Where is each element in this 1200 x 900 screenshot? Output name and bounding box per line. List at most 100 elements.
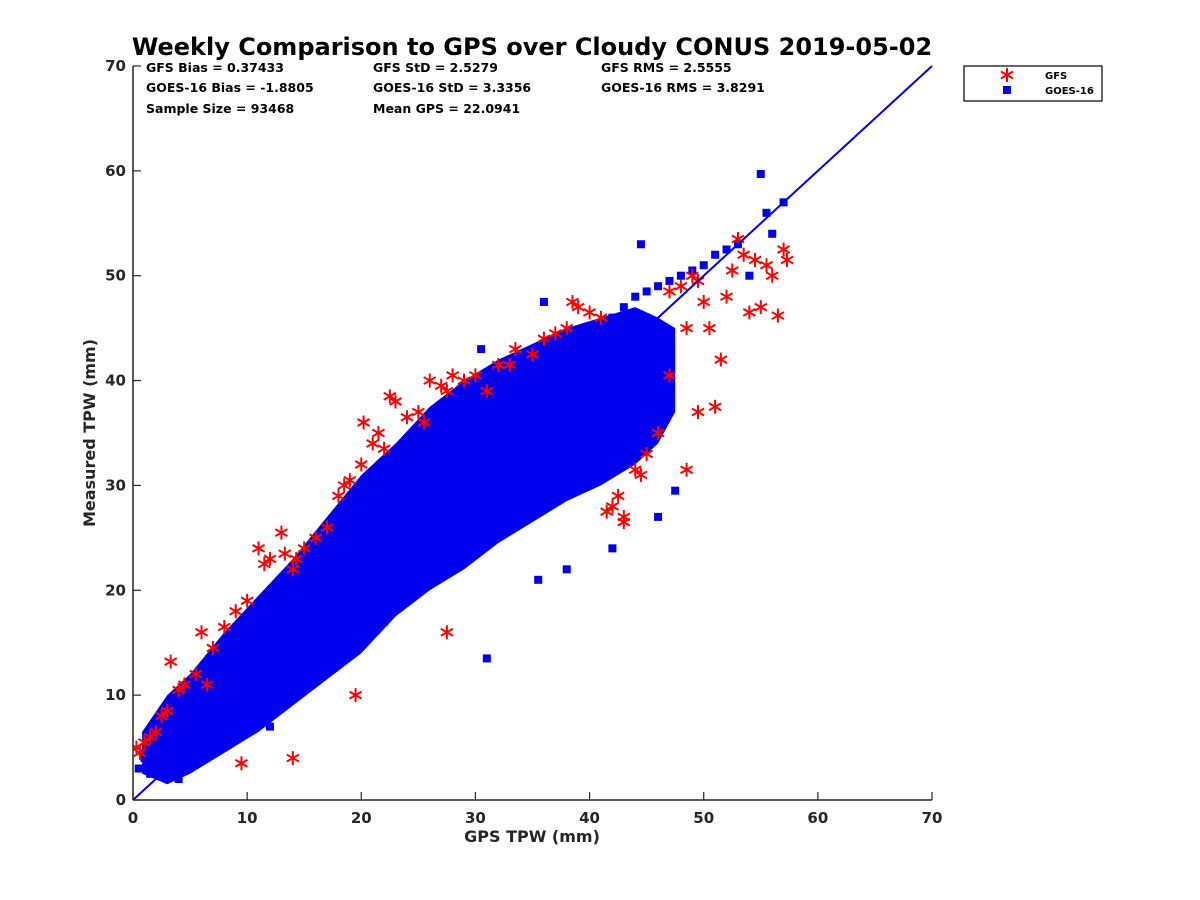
gfs-point	[691, 405, 705, 420]
goes16-point	[654, 512, 663, 521]
goes16-point	[574, 334, 583, 343]
goes16-point	[505, 392, 514, 401]
x-tick-label: 70	[922, 809, 943, 827]
gfs-point	[628, 462, 642, 477]
goes16-point	[300, 602, 309, 611]
goes16-point	[231, 675, 240, 684]
goes16-point	[277, 628, 286, 637]
gfs-point	[286, 751, 300, 766]
gfs-point	[234, 756, 248, 771]
goes16-point	[762, 208, 771, 217]
goes16-point	[619, 303, 628, 312]
gfs-point	[719, 289, 734, 304]
goes16-point	[334, 565, 343, 574]
gfs-point	[714, 352, 728, 367]
goes16-point	[482, 418, 491, 427]
goes16-point	[608, 544, 617, 553]
gfs-point	[708, 399, 722, 414]
gfs-point	[754, 300, 768, 315]
stat-gfs-bias: GFS Bias = 0.37433	[146, 60, 284, 75]
goes16-point	[654, 282, 663, 291]
goes16-point	[539, 366, 548, 375]
gfs-point	[172, 682, 186, 697]
goes16-point	[380, 523, 389, 532]
gfs-point	[765, 268, 779, 283]
goes16-point	[391, 512, 400, 521]
goes16-point	[345, 554, 354, 563]
goes16-point	[642, 287, 651, 296]
y-tick-label: 70	[105, 57, 126, 75]
gfs-point	[309, 530, 323, 545]
goes16-point	[528, 376, 537, 385]
goes16-point	[197, 717, 206, 726]
gfs-point	[331, 488, 346, 503]
gfs-point	[137, 735, 151, 750]
gfs-point	[548, 326, 562, 341]
gfs-point	[503, 357, 517, 372]
gfs-point	[286, 562, 300, 577]
gfs-point	[320, 520, 334, 535]
gfs-point	[240, 593, 254, 608]
goes16-point	[676, 271, 685, 280]
stat-goes16-std: GOES-16 StD = 3.3356	[373, 80, 531, 95]
gfs-point	[697, 294, 711, 309]
goes16-point	[368, 528, 377, 537]
gfs-point	[725, 263, 739, 278]
gfs-point	[194, 625, 209, 640]
gfs-point	[600, 504, 614, 519]
y-tick-label: 30	[105, 476, 126, 494]
y-tick-label: 10	[105, 686, 126, 704]
gfs-point	[349, 688, 363, 703]
goes16-point	[768, 229, 777, 238]
goes16-point	[402, 497, 411, 506]
y-tick-label: 0	[116, 791, 126, 809]
goes16-point	[631, 292, 640, 301]
legend-gfs-asterisk-glyph	[1000, 68, 1014, 82]
goes16-point	[699, 261, 708, 270]
x-tick-label: 20	[351, 809, 372, 827]
goes16-point	[357, 544, 366, 553]
gfs-point	[354, 457, 368, 472]
gfs-point	[662, 368, 677, 383]
gfs-point	[565, 294, 580, 309]
goes16-point	[562, 345, 571, 354]
gfs-point	[133, 745, 147, 760]
chart-title: Weekly Comparison to GPS over Cloudy CON…	[132, 33, 932, 61]
goes16-point	[471, 434, 480, 443]
x-axis-label: GPS TPW (mm)	[464, 827, 600, 846]
gfs-point	[149, 724, 163, 739]
goes16-point	[180, 722, 189, 731]
x-tick-label: 30	[465, 809, 486, 827]
gfs-point	[343, 473, 357, 488]
goes16-point	[311, 591, 320, 600]
gfs-point	[440, 625, 454, 640]
goes16-point	[380, 617, 389, 626]
gfs-point	[560, 321, 574, 336]
gfs-point	[508, 342, 522, 357]
gfs-point	[491, 357, 505, 372]
goes16-point	[414, 486, 423, 495]
goes16-point	[243, 664, 252, 673]
goes16-point	[288, 612, 297, 621]
gfs-point	[680, 321, 694, 336]
goes16-point	[220, 685, 229, 694]
gfs-point	[423, 373, 437, 388]
gfs-point	[742, 305, 756, 320]
gfs-point	[160, 703, 174, 718]
gfs-point	[662, 284, 677, 299]
goes16-point	[448, 455, 457, 464]
goes16-point	[163, 748, 172, 757]
y-axis-label: Measured TPW (mm)	[80, 339, 99, 527]
gfs-point	[685, 268, 699, 283]
gfs-point	[771, 308, 785, 323]
stat-gfs-std: GFS StD = 2.5279	[373, 60, 498, 75]
gfs-point	[143, 730, 157, 745]
gfs-point	[388, 394, 403, 409]
gfs-point	[366, 436, 380, 451]
goes16-point	[157, 743, 166, 752]
goes16-point	[437, 465, 446, 474]
goes16-point	[146, 769, 155, 778]
stat-sample-size: Sample Size = 93468	[146, 101, 294, 116]
gfs-point	[737, 247, 751, 262]
